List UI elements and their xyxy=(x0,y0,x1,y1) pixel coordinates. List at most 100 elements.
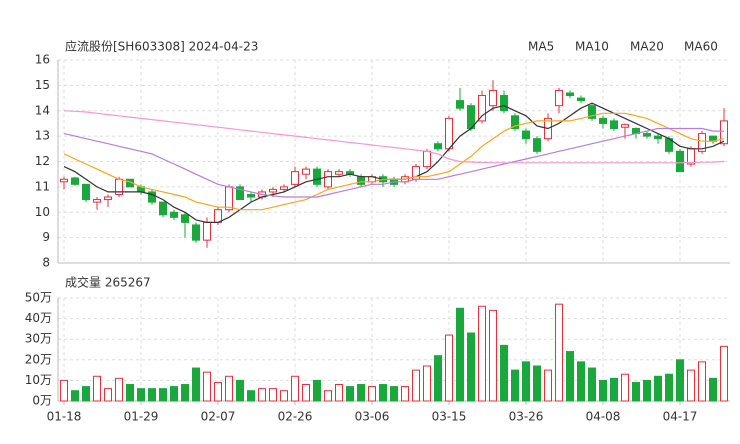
volume-bar xyxy=(599,379,607,402)
candle-body xyxy=(335,171,343,175)
candle-body xyxy=(313,168,321,185)
volume-bar xyxy=(654,375,662,402)
volume-bar xyxy=(247,390,255,402)
candle-body xyxy=(203,221,211,241)
volume-bar xyxy=(181,384,189,402)
candle-body xyxy=(445,117,453,150)
volume-bar xyxy=(555,303,563,402)
volume-bar xyxy=(71,390,79,402)
y-tick-label: 15 xyxy=(35,78,50,92)
x-tick-label: 04-17 xyxy=(663,410,698,424)
y-tick-label: 10 xyxy=(35,205,50,219)
candle-body xyxy=(434,143,442,150)
volume-bar xyxy=(346,386,354,402)
volume-bar xyxy=(126,384,134,402)
volume-bar xyxy=(533,365,541,402)
candle-body xyxy=(181,214,189,223)
volume-title: 成交量 265267 xyxy=(65,275,151,290)
volume-bar xyxy=(467,332,475,402)
volume-bar xyxy=(203,371,211,402)
volume-bar xyxy=(720,345,728,402)
candle-body xyxy=(423,150,431,168)
candle-body xyxy=(324,171,332,188)
volume-bar xyxy=(489,309,497,402)
volume-bar xyxy=(665,373,673,402)
y-tick-label: 14 xyxy=(35,103,50,117)
volume-bar xyxy=(280,390,288,402)
candle-body xyxy=(148,191,156,203)
x-tick-label: 01-18 xyxy=(47,410,82,424)
candle-body xyxy=(489,89,497,107)
x-tick-label: 03-06 xyxy=(355,410,390,424)
ma-line xyxy=(63,112,725,211)
volume-bar xyxy=(170,386,178,402)
x-tick-label: 01-29 xyxy=(124,410,159,424)
volume-bar xyxy=(412,369,420,402)
volume-bar xyxy=(291,375,299,402)
y-tick-label: 50万 xyxy=(25,291,52,305)
candle-body xyxy=(522,130,530,140)
volume-bar xyxy=(214,381,222,402)
volume-bar xyxy=(434,355,442,402)
x-tick-label: 03-15 xyxy=(432,410,467,424)
volume-bar xyxy=(313,379,321,402)
volume-bar xyxy=(302,384,310,402)
y-tick-label: 11 xyxy=(35,179,50,193)
candle-body xyxy=(511,115,519,130)
volume-bar xyxy=(357,384,365,402)
candle-body xyxy=(599,117,607,124)
volume-bar xyxy=(60,379,68,402)
volume-bar xyxy=(676,359,684,402)
x-tick-label: 03-26 xyxy=(509,410,544,424)
x-tick-label: 02-07 xyxy=(201,410,236,424)
volume-bar xyxy=(687,369,695,402)
volume-bar xyxy=(225,375,233,402)
legend-label: MA20 xyxy=(630,40,664,54)
candle-body xyxy=(456,100,464,109)
candle-body xyxy=(643,133,651,137)
volume-bar xyxy=(401,386,409,402)
candle-body xyxy=(698,133,706,152)
candle-body xyxy=(500,95,508,112)
ma-line xyxy=(63,110,725,164)
legend-label: MA60 xyxy=(684,40,718,54)
volume-bar xyxy=(544,369,552,402)
candle-body xyxy=(676,150,684,173)
volume-bar xyxy=(588,367,596,402)
y-tick-label: 13 xyxy=(35,129,50,143)
volume-bar xyxy=(192,367,200,402)
candle-body xyxy=(610,120,618,130)
volume-bar xyxy=(104,388,112,402)
candle-body xyxy=(269,188,277,193)
volume-bar xyxy=(709,377,717,402)
volume-bar xyxy=(632,381,640,402)
candle-body xyxy=(555,89,563,107)
candle-body xyxy=(71,177,79,185)
volume-bar xyxy=(500,344,508,402)
volume-bar xyxy=(698,361,706,402)
candle-body xyxy=(478,95,486,122)
volume-bar xyxy=(621,373,629,402)
candle-body xyxy=(60,178,68,183)
candle-body xyxy=(291,171,299,185)
volume-bar xyxy=(236,379,244,402)
volume-bar xyxy=(324,390,332,402)
volume-bar xyxy=(335,384,343,402)
y-tick-label: 20万 xyxy=(25,352,52,366)
volume-bar xyxy=(148,388,156,402)
legend-label: MA5 xyxy=(528,40,554,54)
candle-body xyxy=(247,193,255,198)
candle-body xyxy=(192,224,200,241)
volume-bar xyxy=(610,377,618,402)
candle-body xyxy=(302,168,310,175)
candle-body xyxy=(687,148,695,165)
volume-bar xyxy=(137,388,145,402)
candle-body xyxy=(621,124,629,128)
y-tick-label: 0万 xyxy=(32,394,52,408)
candle-body xyxy=(82,183,90,201)
volume-bar xyxy=(445,334,453,402)
candle-body xyxy=(577,97,585,102)
volume-bar xyxy=(522,361,530,402)
legend-label: MA10 xyxy=(575,40,609,54)
x-tick-label: 02-26 xyxy=(278,410,313,424)
